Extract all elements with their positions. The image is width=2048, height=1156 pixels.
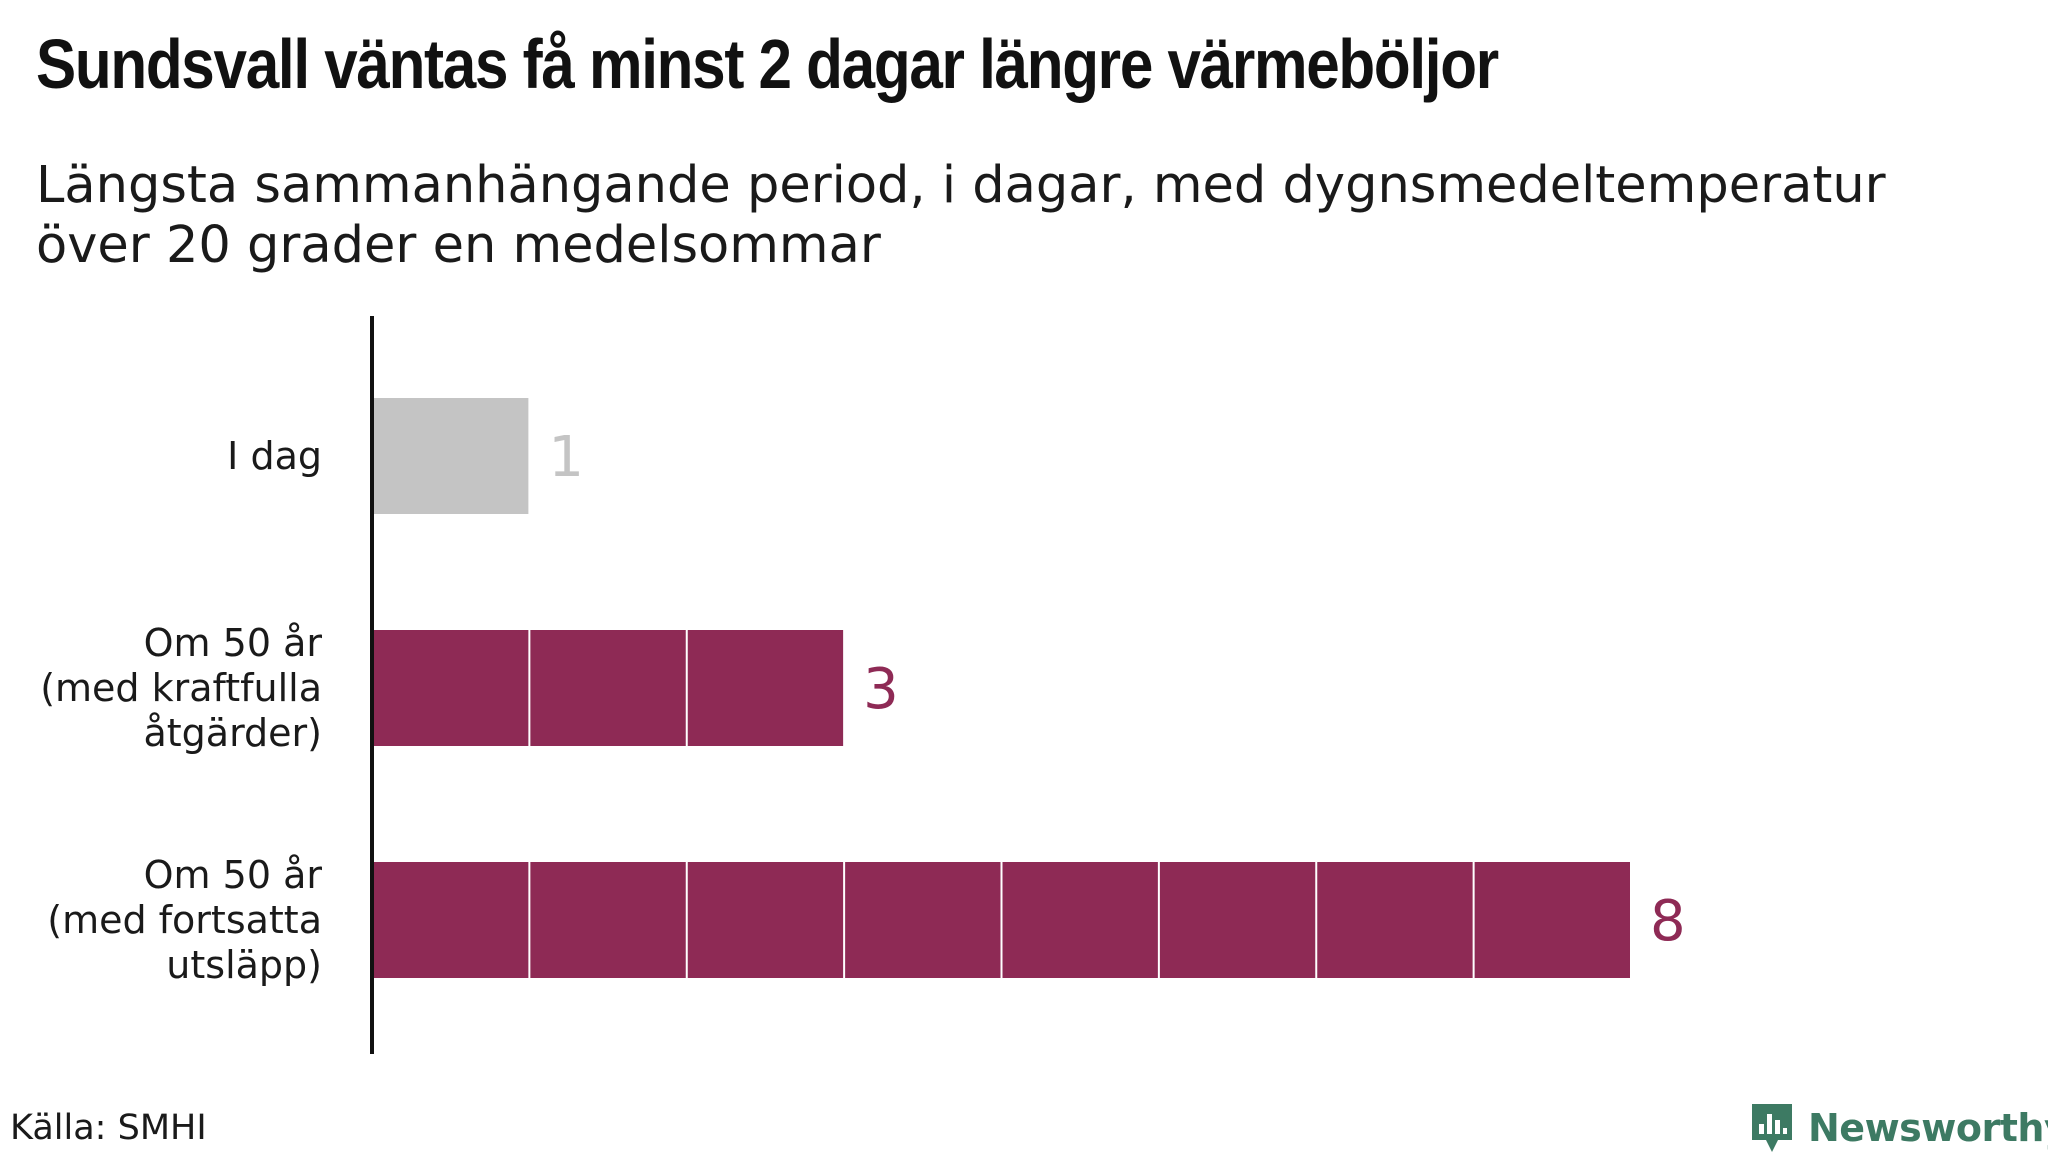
chart-subtitle: Längsta sammanhängande period, i dagar, … <box>36 156 1886 275</box>
bar-1-segment-1 <box>530 630 686 746</box>
category-label-1-line-0: Om 50 år <box>144 621 323 665</box>
bar-2-segment-3 <box>845 862 1001 978</box>
newsworthy-logo: Newsworthy <box>1748 1100 2048 1156</box>
bar-2-segment-7 <box>1474 862 1630 978</box>
category-label-2: Om 50 år (med fortsatta utsläpp) <box>47 853 322 987</box>
category-label-1-line-2: åtgärder) <box>144 711 323 755</box>
source-note: Källa: SMHI <box>10 1108 207 1148</box>
bar-2-segment-6 <box>1317 862 1473 978</box>
bar-2-segment-2 <box>687 862 844 978</box>
category-label-2-line-1: (med fortsatta <box>47 898 322 942</box>
bar-2-segment-1 <box>530 862 686 978</box>
bar-2-segment-4 <box>1002 862 1158 978</box>
bar-1 <box>373 630 844 746</box>
bars-group <box>373 398 1630 978</box>
category-label-2-line-2: utsläpp) <box>166 943 322 987</box>
category-label-0: I dag <box>227 434 322 478</box>
bar-0 <box>373 398 529 514</box>
value-label-2: 8 <box>1650 889 1686 954</box>
value-labels: 1 3 8 <box>548 425 1685 954</box>
chart-title: Sundsvall väntas få minst 2 dagar längre… <box>36 25 1499 103</box>
bar-2 <box>373 862 1630 978</box>
bar-0-segment-0 <box>373 398 529 514</box>
logo-text: Newsworthy <box>1808 1106 2048 1150</box>
category-label-1-line-1: (med kraftfulla <box>40 666 322 710</box>
value-label-1: 3 <box>863 657 899 722</box>
category-label-2-line-0: Om 50 år <box>144 853 323 897</box>
value-label-0: 1 <box>548 425 584 490</box>
category-label-1: Om 50 år (med kraftfulla åtgärder) <box>40 621 322 755</box>
bar-2-segment-5 <box>1159 862 1316 978</box>
newsworthy-bar-chart-icon <box>1752 1104 1792 1152</box>
bar-1-segment-2 <box>687 630 844 746</box>
bar-2-segment-0 <box>373 862 529 978</box>
bar-1-segment-0 <box>373 630 529 746</box>
category-label-0-line-0: I dag <box>227 434 322 478</box>
